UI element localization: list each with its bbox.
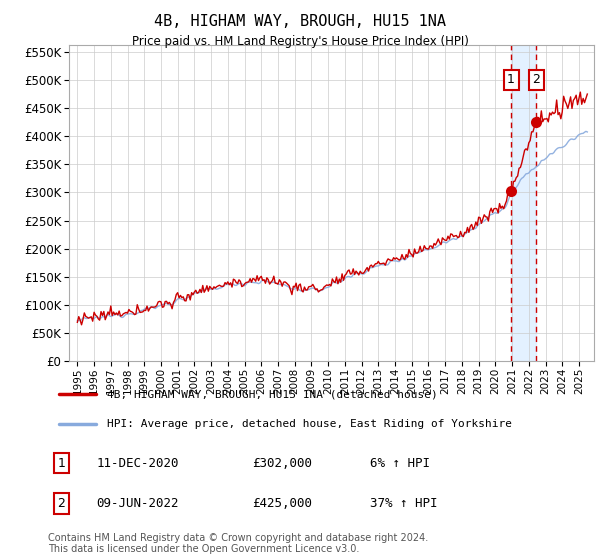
- Text: 09-JUN-2022: 09-JUN-2022: [97, 497, 179, 510]
- Text: 1: 1: [58, 456, 65, 470]
- Text: 11-DEC-2020: 11-DEC-2020: [97, 456, 179, 470]
- Text: 2: 2: [58, 497, 65, 510]
- Text: 4B, HIGHAM WAY, BROUGH, HU15 1NA: 4B, HIGHAM WAY, BROUGH, HU15 1NA: [154, 14, 446, 29]
- Text: 6% ↑ HPI: 6% ↑ HPI: [370, 456, 430, 470]
- Text: 37% ↑ HPI: 37% ↑ HPI: [370, 497, 438, 510]
- Text: 4B, HIGHAM WAY, BROUGH, HU15 1NA (detached house): 4B, HIGHAM WAY, BROUGH, HU15 1NA (detach…: [107, 389, 438, 399]
- Text: £302,000: £302,000: [252, 456, 312, 470]
- Text: 1: 1: [507, 73, 515, 86]
- Text: Price paid vs. HM Land Registry's House Price Index (HPI): Price paid vs. HM Land Registry's House …: [131, 35, 469, 48]
- Text: Contains HM Land Registry data © Crown copyright and database right 2024.
This d: Contains HM Land Registry data © Crown c…: [48, 533, 428, 554]
- Text: £425,000: £425,000: [252, 497, 312, 510]
- Text: 2: 2: [532, 73, 540, 86]
- Bar: [511, 45, 536, 361]
- Text: HPI: Average price, detached house, East Riding of Yorkshire: HPI: Average price, detached house, East…: [107, 419, 512, 429]
